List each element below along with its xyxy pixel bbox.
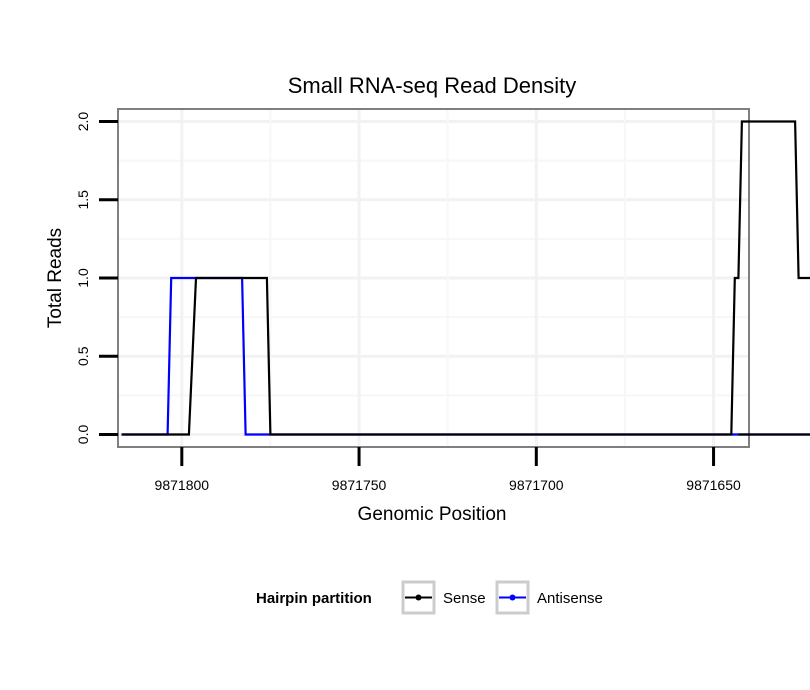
legend-title: Hairpin partition [256,590,372,607]
grid-layer [118,109,749,447]
x-tick-label: 9871800 [155,477,210,493]
legend-key-antisense-box [495,580,530,615]
x-tick-label: 9871750 [332,477,387,493]
legend-key-antisense-point [509,594,516,601]
legend-key-sense-point [415,594,422,601]
series-line-sense [121,120,810,436]
x-tick-label: 9871700 [509,477,564,493]
legend-key-sense-box [401,580,436,615]
y-tick-label: 0.0 [75,425,91,445]
legend: Hairpin partition Sense Antisense [256,580,603,615]
chart-title: Small RNA-seq Read Density [288,73,577,98]
x-axis: 9871800 9871750 9871700 9871650 [155,447,741,493]
y-tick-label: 0.5 [75,346,91,366]
x-axis-label: Genomic Position [358,504,507,525]
y-tick-label: 2.0 [75,112,91,132]
legend-label-antisense: Antisense [537,590,603,607]
legend-label-sense: Sense [443,590,486,607]
x-tick-label: 9871650 [686,477,741,493]
y-tick-label: 1.5 [75,190,91,210]
series-layer [121,120,810,436]
y-axis: 0.0 0.5 1.0 1.5 2.0 [75,112,118,445]
y-axis-label: Total Reads [45,228,66,328]
y-tick-label: 1.0 [75,268,91,288]
